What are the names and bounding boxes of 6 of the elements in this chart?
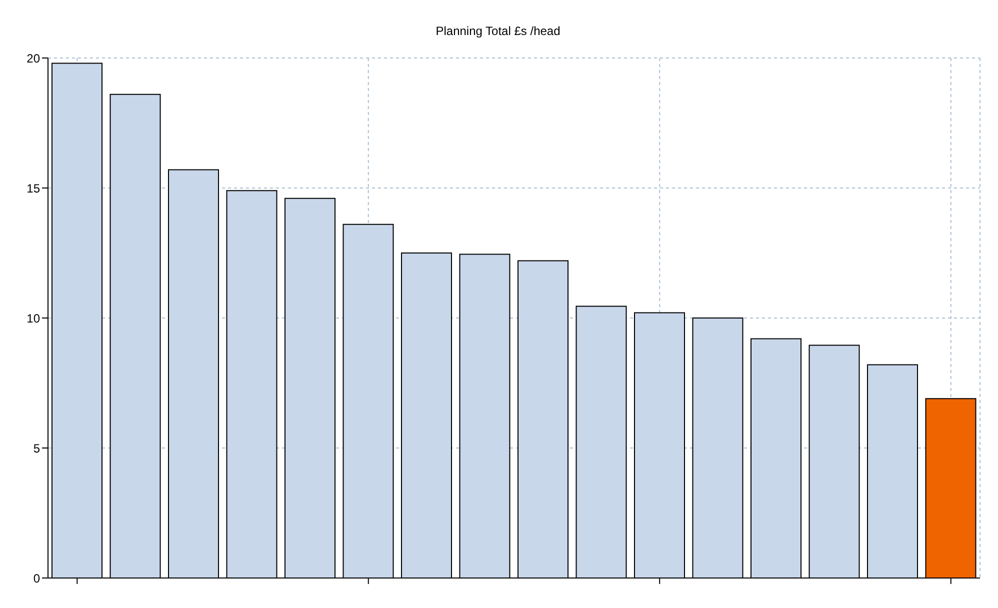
y-tick-label: 5 [33,441,40,456]
y-tick-label: 0 [33,571,40,586]
y-tick-label: 20 [26,51,40,66]
y-tick-label: 10 [26,311,40,326]
y-tick-label: 15 [26,181,40,196]
chart-title: Planning Total £s /head [434,23,562,40]
